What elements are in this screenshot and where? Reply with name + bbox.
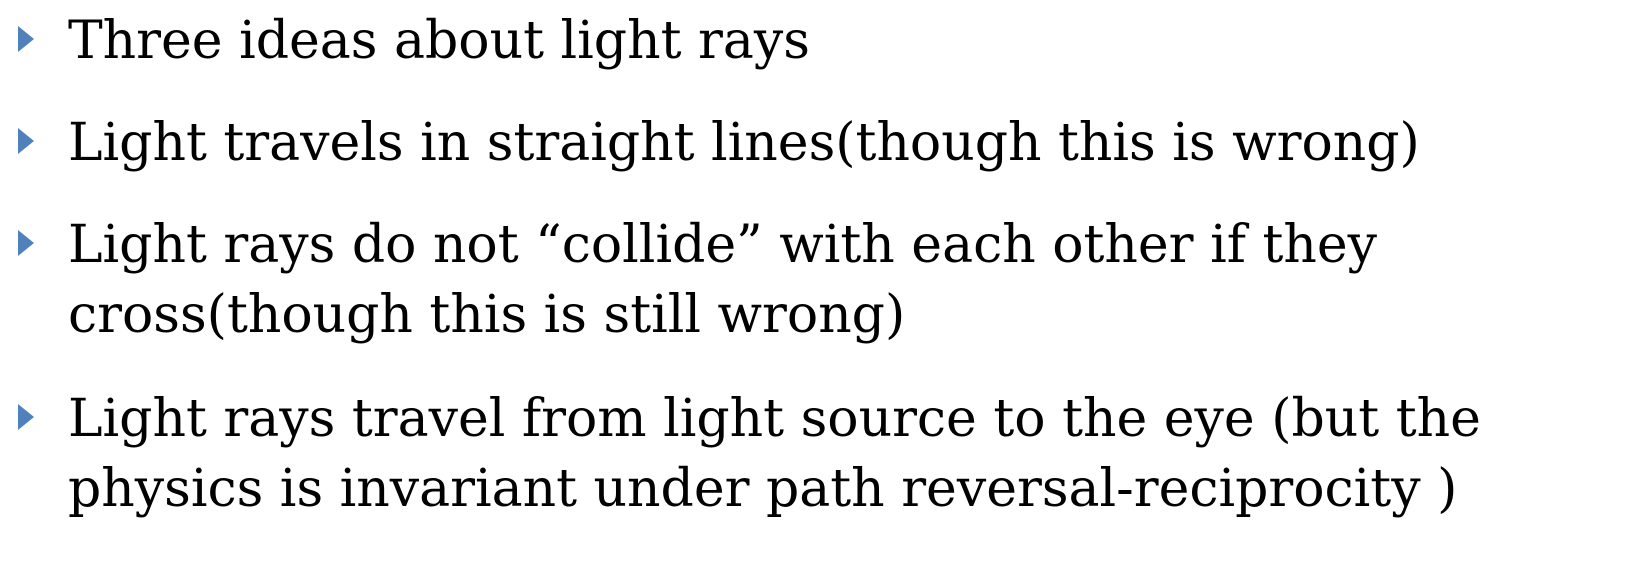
triangle-bullet-icon bbox=[18, 230, 34, 256]
bullet-text: Light rays travel from light source to t… bbox=[68, 389, 1481, 519]
bullet-text: Three ideas about light rays bbox=[68, 11, 810, 71]
triangle-bullet-icon bbox=[18, 404, 34, 430]
bullet-text: Light travels in straight lines(though t… bbox=[68, 113, 1420, 173]
triangle-bullet-icon bbox=[18, 128, 34, 154]
bullet-text: Light rays do not “collide” with each ot… bbox=[68, 215, 1378, 345]
triangle-bullet-icon bbox=[18, 26, 34, 52]
